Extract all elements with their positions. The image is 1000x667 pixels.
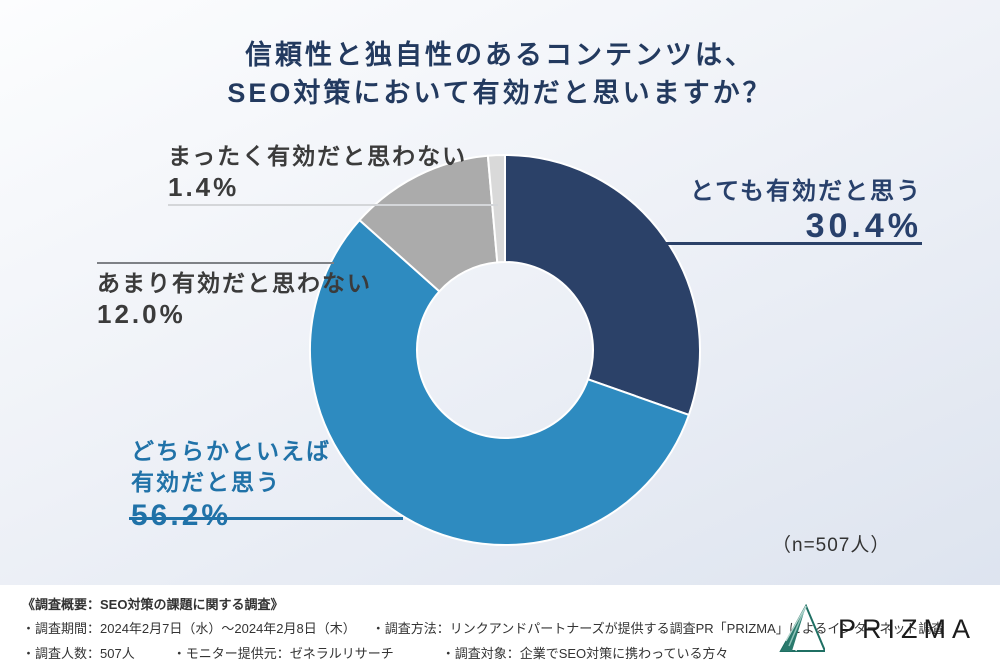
footer-survey-count: ・調査人数：507人 <box>22 646 135 661</box>
footer-heading: 《調査概要：SEO対策の課題に関する調査》 <box>22 597 284 612</box>
donut-segment <box>504 153 701 417</box>
callout-amari: あまり有効だと思わない 12.0% <box>97 268 372 330</box>
callout-mattaku-percent: 1.4% <box>168 172 240 202</box>
callout-dochira-label-line2: 有効だと思う <box>131 469 281 495</box>
donut-segment <box>486 153 506 264</box>
callout-totemo-percent: 30.4% <box>805 207 922 245</box>
footer-monitor-source: ・モニター提供元：ゼネラルリサーチ <box>172 646 394 661</box>
sample-size-label: （n=507人） <box>772 535 891 556</box>
prizma-logo-icon <box>779 604 825 652</box>
survey-overview-footer: 《調査概要：SEO対策の課題に関する調査》 ・調査期間：2024年2月7日（水）… <box>0 585 1000 667</box>
callout-line-amari <box>97 262 334 264</box>
prizma-logo-text: PRIZMA <box>837 613 976 644</box>
callout-line-dochira <box>129 517 403 520</box>
prizma-logo: PRIZMA <box>779 604 976 654</box>
callout-line-totemo <box>664 242 922 245</box>
chart-title-line1: 信頼性と独自性のあるコンテンツは、 <box>245 40 755 70</box>
callout-amari-percent: 12.0% <box>97 299 186 329</box>
chart-title-line2: SEO対策において有効だと思いますか？ <box>227 78 773 108</box>
donut-chart <box>309 153 701 547</box>
donut-segment <box>309 218 691 547</box>
callout-dochira: どちらかといえば 有効だと思う 56.2% <box>131 436 331 534</box>
callout-line-mattaku <box>168 204 498 206</box>
chart-title: 信頼性と独自性のあるコンテンツは、 SEO対策において有効だと思いますか？ <box>0 36 1000 112</box>
callout-mattaku-label: まったく有効だと思わない <box>168 143 468 169</box>
footer-survey-period: ・調査期間：2024年2月7日（水）〜2024年2月8日（木） <box>22 621 356 636</box>
footer-line-period-method: ・調査期間：2024年2月7日（水）〜2024年2月8日（木） ・調査方法：リン… <box>22 616 978 641</box>
callout-totemo: とても有効だと思う 30.4% <box>690 177 922 245</box>
callout-totemo-label: とても有効だと思う <box>689 178 922 205</box>
footer-survey-target: ・調査対象：企業でSEO対策に携わっている方々 <box>441 646 729 661</box>
callout-dochira-percent: 56.2% <box>131 499 232 532</box>
callout-amari-label: あまり有効だと思わない <box>97 270 372 296</box>
callout-dochira-label-line1: どちらかといえば <box>131 438 331 464</box>
footer-line-count-monitor-target: ・調査人数：507人 ・モニター提供元：ゼネラルリサーチ ・調査対象：企業でSE… <box>22 641 978 666</box>
callout-mattaku: まったく有効だと思わない 1.4% <box>168 141 467 203</box>
